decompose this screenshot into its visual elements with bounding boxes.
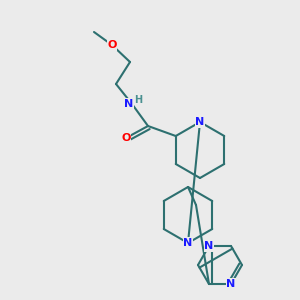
Text: N: N (226, 279, 236, 289)
Text: O: O (107, 40, 117, 50)
Text: N: N (204, 241, 214, 251)
Text: N: N (195, 117, 205, 127)
Text: N: N (183, 238, 193, 248)
Text: H: H (134, 95, 142, 105)
Text: O: O (121, 133, 131, 143)
Text: N: N (124, 99, 134, 109)
